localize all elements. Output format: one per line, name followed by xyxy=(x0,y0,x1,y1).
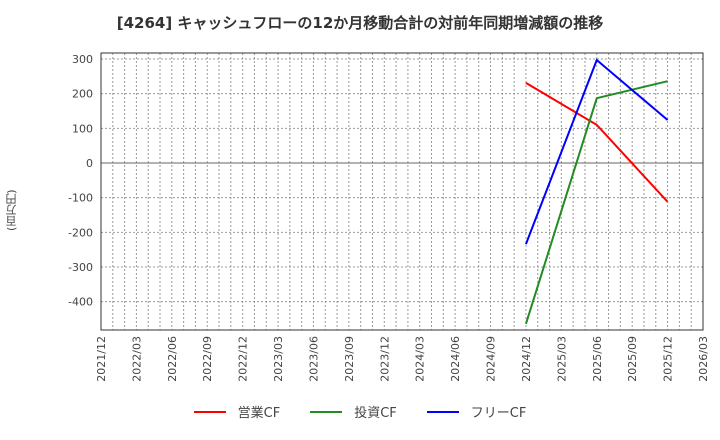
legend-item-free-cf: フリーCF xyxy=(426,402,527,421)
svg-text:2022/12: 2022/12 xyxy=(237,336,250,382)
legend-label: フリーCF xyxy=(470,406,527,421)
svg-text:2026/03: 2026/03 xyxy=(697,336,710,382)
legend-swatch-investing xyxy=(310,410,343,413)
svg-text:2022/03: 2022/03 xyxy=(130,336,143,382)
svg-text:2023/03: 2023/03 xyxy=(272,336,285,382)
svg-text:-200: -200 xyxy=(68,226,93,239)
svg-text:2023/06: 2023/06 xyxy=(307,336,320,382)
legend-swatch-free xyxy=(426,410,459,413)
legend: 営業CF 投資CF フリーCF xyxy=(0,402,720,421)
legend-label: 投資CF xyxy=(354,406,397,421)
svg-text:-400: -400 xyxy=(68,296,93,309)
chart-title: [4264] キャッシュフローの12か月移動合計の対前年同期増減額の推移 xyxy=(116,14,604,32)
svg-text:2021/12: 2021/12 xyxy=(95,336,108,382)
svg-text:2025/09: 2025/09 xyxy=(626,336,639,382)
svg-text:-100: -100 xyxy=(68,192,93,205)
svg-text:2022/09: 2022/09 xyxy=(201,336,214,382)
svg-text:2023/12: 2023/12 xyxy=(378,336,391,382)
svg-text:300: 300 xyxy=(72,53,93,66)
svg-text:2025/03: 2025/03 xyxy=(555,336,568,382)
legend-label: 営業CF xyxy=(237,406,281,421)
svg-text:2024/12: 2024/12 xyxy=(520,336,533,382)
legend-item-operating-cf: 営業CF xyxy=(193,402,281,421)
svg-text:2024/09: 2024/09 xyxy=(485,336,498,382)
svg-text:2024/03: 2024/03 xyxy=(414,336,427,382)
svg-text:2025/06: 2025/06 xyxy=(591,336,604,382)
svg-text:2023/09: 2023/09 xyxy=(343,336,356,382)
svg-text:2025/12: 2025/12 xyxy=(662,336,675,382)
svg-text:0: 0 xyxy=(86,157,93,170)
svg-text:2022/06: 2022/06 xyxy=(166,336,179,382)
svg-text:200: 200 xyxy=(72,88,93,101)
svg-text:100: 100 xyxy=(72,122,93,135)
legend-swatch-operating xyxy=(193,410,226,413)
svg-text:-300: -300 xyxy=(68,261,93,274)
svg-text:2024/06: 2024/06 xyxy=(449,336,462,382)
legend-item-investing-cf: 投資CF xyxy=(310,402,397,421)
